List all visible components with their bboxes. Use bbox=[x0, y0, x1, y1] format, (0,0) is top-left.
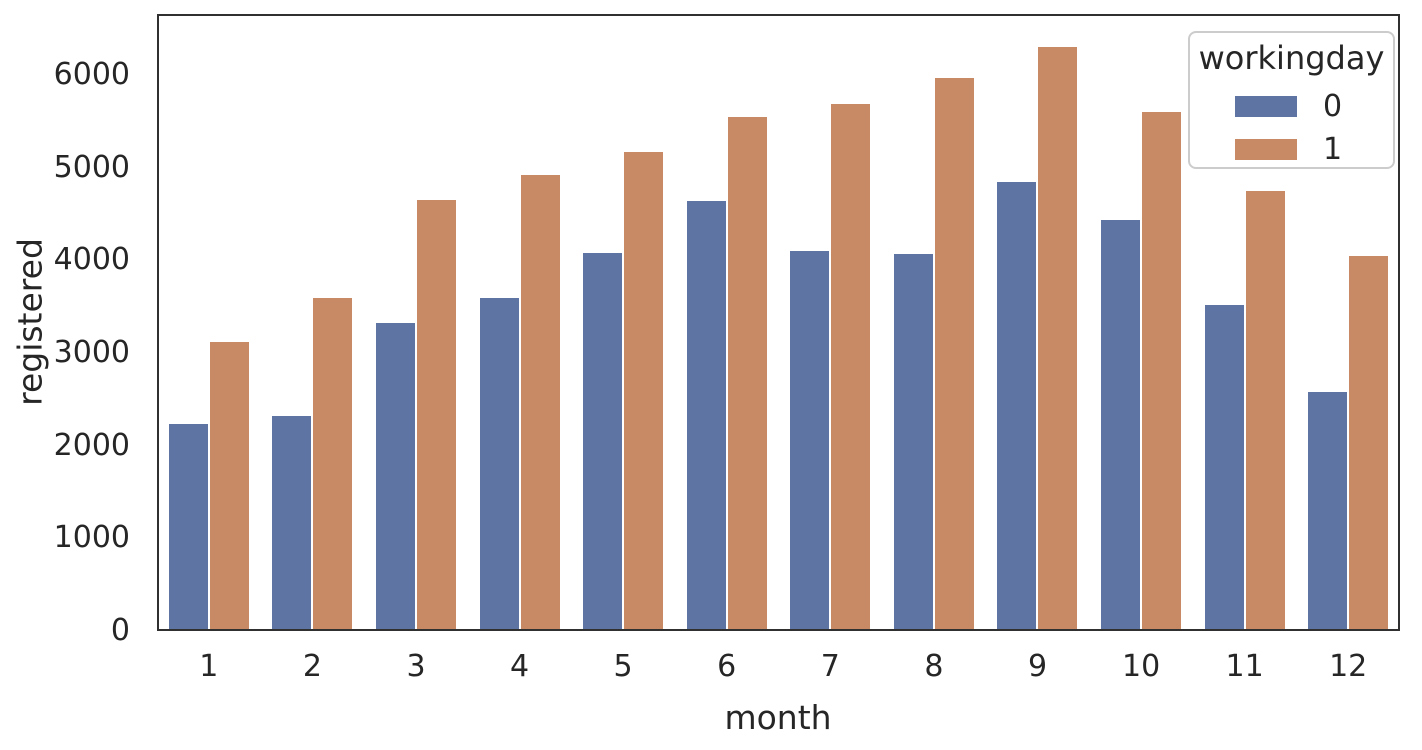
x-tick-label-8: 8 bbox=[924, 649, 944, 684]
bar-month-12-workingday-0 bbox=[1308, 392, 1348, 631]
bar-month-11-workingday-1 bbox=[1245, 190, 1285, 631]
x-tick-label-5: 5 bbox=[613, 649, 633, 684]
bar-month-5-workingday-1 bbox=[624, 152, 664, 631]
legend-label: 0 bbox=[1323, 89, 1343, 124]
x-axis-label: month bbox=[724, 698, 832, 737]
x-tick-label-3: 3 bbox=[406, 649, 426, 684]
x-tick-label-9: 9 bbox=[1027, 649, 1048, 684]
x-tick-label-4: 4 bbox=[510, 649, 530, 684]
y-tick-label-5000: 5000 bbox=[53, 149, 130, 185]
x-tick-label-6: 6 bbox=[717, 649, 737, 684]
y-tick-label-2000: 2000 bbox=[53, 427, 130, 463]
bar-month-8-workingday-1 bbox=[934, 77, 974, 631]
bar-month-4-workingday-0 bbox=[479, 297, 519, 631]
x-tick-label-12: 12 bbox=[1329, 649, 1368, 684]
legend-title: workingday bbox=[1198, 39, 1385, 77]
x-tick-label-7: 7 bbox=[820, 649, 840, 684]
bar-month-11-workingday-0 bbox=[1204, 304, 1244, 631]
bar-month-10-workingday-0 bbox=[1101, 219, 1141, 631]
legend-item-workingday-0: 0 bbox=[1190, 85, 1393, 128]
bar-month-7-workingday-1 bbox=[831, 103, 871, 631]
bar-month-2-workingday-1 bbox=[313, 297, 353, 631]
bar-month-12-workingday-1 bbox=[1349, 255, 1389, 631]
y-tick-label-0: 0 bbox=[110, 613, 130, 648]
y-tick-label-4000: 4000 bbox=[53, 242, 130, 278]
bar-month-9-workingday-1 bbox=[1038, 47, 1078, 631]
y-tick-label-1000: 1000 bbox=[53, 520, 130, 556]
bar-month-1-workingday-1 bbox=[209, 342, 249, 631]
legend-item-workingday-1: 1 bbox=[1190, 128, 1393, 171]
x-tick-label-11: 11 bbox=[1225, 649, 1264, 684]
bar-month-3-workingday-0 bbox=[375, 322, 415, 631]
legend-swatch-icon bbox=[1235, 139, 1297, 160]
bar-month-6-workingday-0 bbox=[686, 201, 726, 631]
legend-swatch-icon bbox=[1235, 96, 1297, 117]
bar-month-7-workingday-0 bbox=[790, 251, 830, 631]
bar-month-8-workingday-0 bbox=[893, 253, 933, 631]
x-tick-label-2: 2 bbox=[302, 649, 322, 684]
bar-month-3-workingday-1 bbox=[416, 200, 456, 631]
bar-month-4-workingday-1 bbox=[520, 175, 560, 631]
bar-month-5-workingday-0 bbox=[583, 253, 623, 631]
legend-label: 1 bbox=[1323, 132, 1343, 167]
y-tick-label-6000: 6000 bbox=[53, 57, 130, 93]
bars-container bbox=[157, 14, 1400, 631]
bar-month-6-workingday-1 bbox=[727, 116, 767, 631]
y-tick-label-3000: 3000 bbox=[53, 335, 130, 371]
x-tick-label-10: 10 bbox=[1122, 649, 1161, 684]
bar-month-2-workingday-0 bbox=[272, 416, 312, 631]
bar-month-9-workingday-0 bbox=[997, 181, 1037, 631]
bar-month-1-workingday-0 bbox=[168, 424, 208, 631]
x-tick-label-1: 1 bbox=[199, 649, 219, 684]
bar-month-10-workingday-1 bbox=[1142, 112, 1182, 631]
